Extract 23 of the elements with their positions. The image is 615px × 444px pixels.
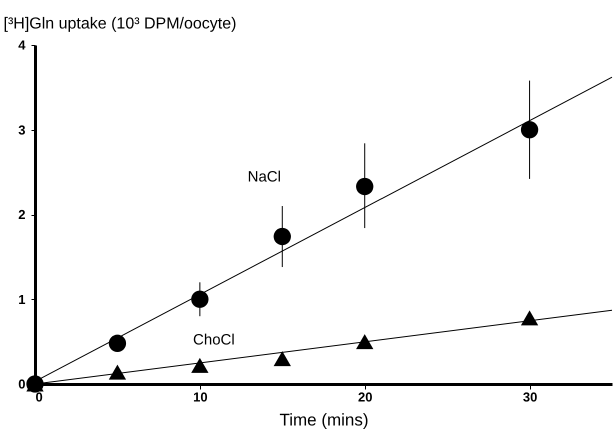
x-tick-label: 0	[36, 390, 43, 404]
point	[108, 364, 126, 380]
point	[356, 178, 374, 196]
point	[191, 290, 209, 308]
y-axis-title: [³H]Gln uptake (10³ DPM/oocyte)	[4, 16, 236, 32]
point	[520, 310, 538, 326]
y-tick-label: 3	[18, 122, 26, 138]
point	[191, 358, 209, 373]
point	[274, 228, 291, 246]
point	[274, 351, 291, 366]
point	[520, 121, 538, 138]
series-label: ChoCl	[193, 331, 235, 348]
y-tick-label: 2	[18, 207, 26, 222]
point	[108, 334, 126, 352]
y-tick-label: 1	[18, 292, 26, 307]
x-tick-label: 30	[522, 390, 538, 404]
text: NaCl	[248, 168, 281, 186]
y-tick-label: 4	[18, 38, 26, 52]
x-axis-title: Time (mins)	[279, 410, 369, 430]
x-tick-label: 20	[358, 390, 372, 404]
y-tick-label: 0	[18, 376, 26, 392]
point	[356, 334, 374, 350]
x-tick-label: 10	[193, 390, 208, 404]
